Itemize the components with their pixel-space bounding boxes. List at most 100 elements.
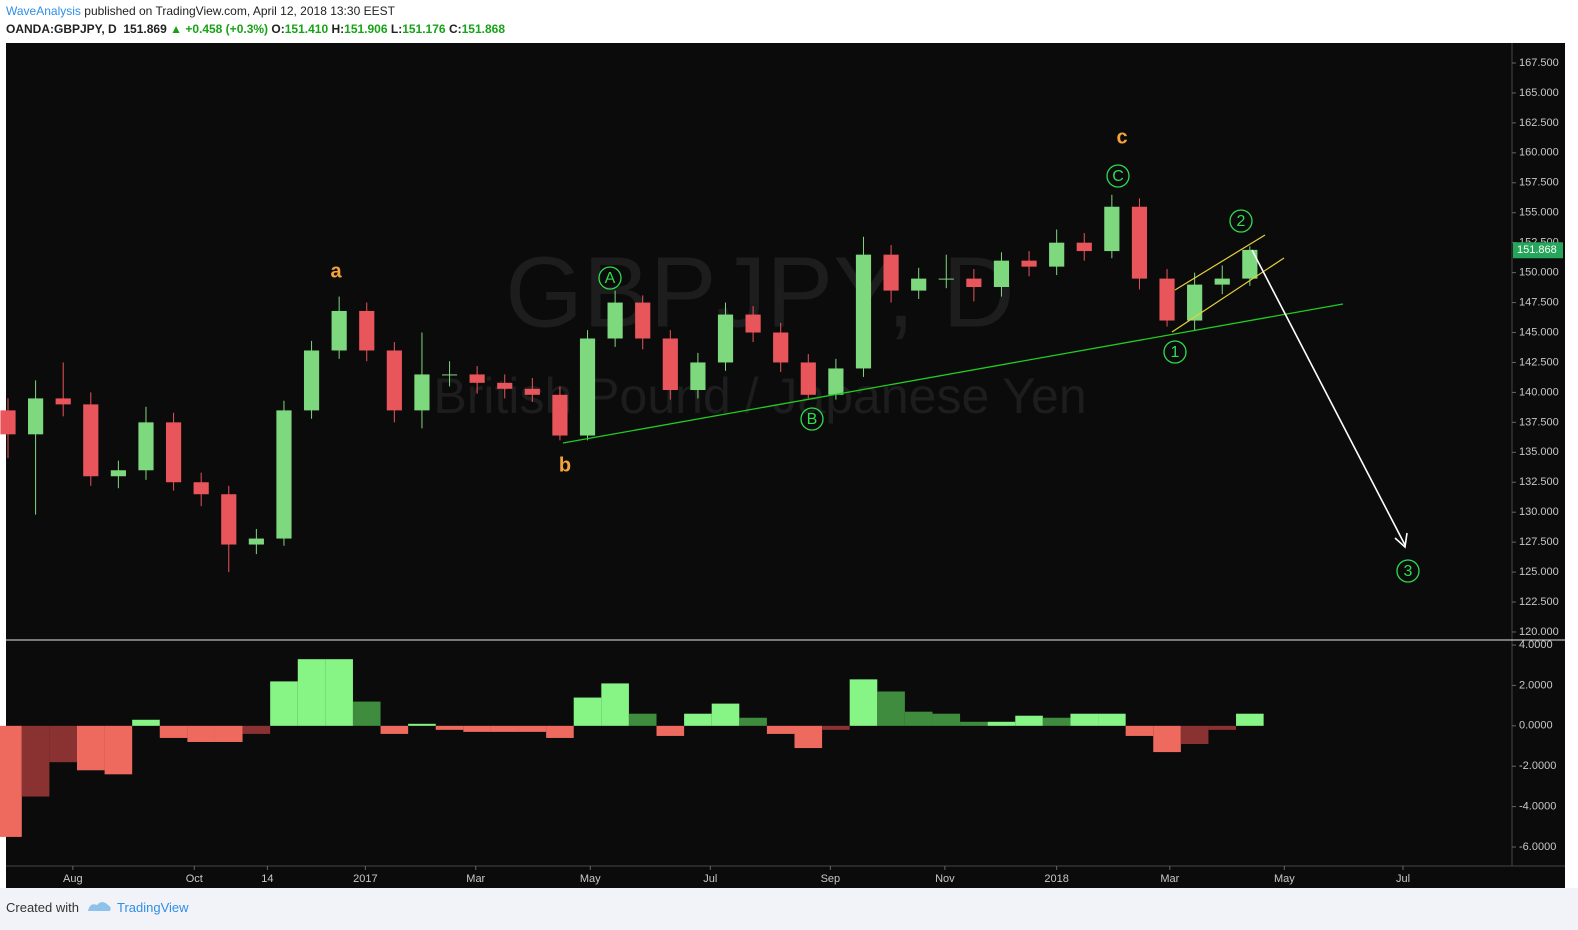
histogram-bar [711, 703, 740, 726]
candle-body [55, 398, 71, 405]
histogram-bar [435, 725, 464, 730]
histogram-bar [380, 725, 409, 734]
histogram-bar [352, 701, 381, 726]
candle-body [28, 398, 44, 435]
brand[interactable]: TradingView [117, 900, 189, 915]
histogram-bar [104, 725, 133, 775]
y-tick-label: -4.0000 [1519, 801, 1556, 813]
candle-body [552, 394, 568, 436]
x-tick-label: Mar [466, 873, 485, 885]
candle-body [524, 388, 540, 395]
candle-body [745, 314, 761, 333]
circle [800, 407, 824, 431]
candle-body [1076, 242, 1092, 252]
histogram-bar [1208, 725, 1237, 730]
price-tag-label: 151.868 [1517, 244, 1557, 256]
candle-body [966, 278, 982, 287]
histogram-bar [1153, 725, 1181, 753]
candle-body [83, 404, 99, 477]
chart: GBPJPY, D British Pound / Japanese Yen 1… [0, 43, 1565, 888]
candle-body [717, 314, 734, 363]
o-label: O: [271, 22, 285, 36]
y-tick-label: 120.000 [1519, 626, 1559, 638]
y-tick-label: 4.0000 [1519, 639, 1553, 651]
candle-body [276, 410, 292, 539]
change: ▲ +0.458 (+0.3%) [170, 22, 269, 36]
histogram-bar [546, 725, 574, 738]
projection-arrow [1251, 249, 1406, 546]
high: 151.906 [344, 22, 388, 36]
y-tick-label: 150.000 [1519, 267, 1559, 279]
histogram-bar [1236, 713, 1264, 726]
price-tag [1513, 242, 1563, 259]
candle-body [0, 410, 16, 435]
candle-body [248, 538, 264, 545]
candle-body [773, 332, 789, 363]
h-label: H: [331, 22, 345, 36]
histogram-bar [1125, 725, 1154, 736]
wave-B: B [807, 411, 818, 428]
background [6, 43, 1565, 888]
histogram-bar [76, 725, 105, 771]
x-tick-label: 14 [261, 873, 273, 885]
histogram-bar [904, 711, 933, 726]
y-tick-label: -2.0000 [1519, 760, 1556, 772]
low: 151.176 [402, 22, 446, 36]
author[interactable]: WaveAnalysis [6, 4, 81, 18]
histogram-bar [159, 725, 188, 738]
candle-body [883, 254, 899, 291]
x-tick-label: Nov [935, 873, 955, 885]
arrow-head [1394, 532, 1408, 549]
candle-body [938, 278, 954, 280]
channel-top [1174, 234, 1266, 291]
y-tick-label: 162.500 [1519, 117, 1559, 129]
candle-body [1021, 260, 1037, 267]
candle-body [193, 482, 209, 495]
histogram-bar [794, 725, 823, 749]
wave-c: c [1116, 126, 1127, 148]
candle-body [441, 374, 458, 376]
wave-circles [598, 164, 1420, 583]
l-label: L: [390, 22, 403, 36]
x-tick-label: Oct [186, 873, 203, 885]
ohlc-line: OANDA:GBPJPY, D 151.869 ▲ +0.458 (+0.3%)… [6, 22, 505, 36]
channel-bottom [1171, 257, 1285, 333]
histogram-bar [739, 717, 767, 726]
circle [1229, 209, 1253, 233]
x-tick-label: Sep [821, 873, 841, 885]
histogram-bar [1098, 713, 1126, 726]
histogram-bar [270, 681, 298, 726]
candle-body [800, 362, 816, 395]
histogram-bar [987, 721, 1016, 726]
candle-body [110, 470, 126, 477]
published: published on TradingView.com, April 12, … [84, 4, 395, 18]
publish-line: WaveAnalysis published on TradingView.co… [6, 4, 395, 18]
histogram-bar [601, 683, 629, 726]
c-label: C: [448, 22, 462, 36]
wave-a: a [330, 260, 342, 282]
x-tick-label: 2017 [353, 873, 377, 885]
marks: 120.000 122.500 125.000 127.500 130.000 132.5… [0, 57, 1563, 885]
x-tick-label: Jul [703, 873, 717, 885]
histogram-bar [766, 725, 795, 734]
logo-cloud [88, 902, 111, 911]
candle-body [1242, 249, 1258, 279]
candle-body [221, 494, 237, 545]
y-tick-label: 155.000 [1519, 207, 1559, 219]
histogram-bar [822, 725, 850, 730]
candle-body [469, 374, 485, 383]
y-tick-label: 160.000 [1519, 147, 1559, 159]
y-tick-label: 147.500 [1519, 296, 1559, 308]
y-tick-label: 122.500 [1519, 596, 1559, 608]
histogram-bar [960, 721, 988, 726]
histogram-bar [656, 725, 685, 736]
candle-body [359, 310, 375, 351]
header: WaveAnalysis published on TradingView.co… [0, 0, 1578, 43]
y-tick-label: 127.500 [1519, 536, 1559, 548]
wave-b: b [559, 454, 571, 476]
x-tick-label: May [580, 873, 601, 885]
circle [1396, 559, 1420, 583]
histogram-bar [0, 725, 22, 837]
histogram-bar [628, 713, 657, 726]
wave-labels: a b c [330, 126, 1127, 476]
